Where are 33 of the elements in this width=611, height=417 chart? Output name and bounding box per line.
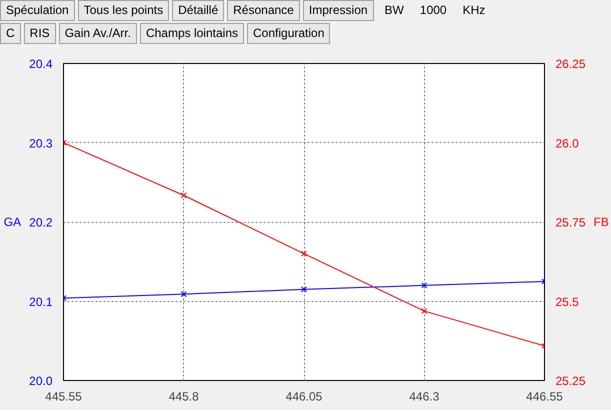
x-tick-label: 445.55 (45, 390, 82, 404)
y2-tick-label: 26.0 (556, 136, 580, 150)
x-tick-label: 446.3 (409, 390, 440, 404)
point (301, 250, 307, 257)
x-tick-label: 445.8 (168, 390, 200, 404)
y-tick-label: 20.4 (29, 57, 53, 71)
y-axis-title: GA (4, 215, 22, 229)
x-tick-label: 446.05 (286, 390, 323, 404)
text: Détaillé (172, 0, 224, 22)
text: Gain Av./Arr. (58, 23, 137, 44)
y-tick-label: 20.2 (29, 216, 53, 230)
text: Résonance (227, 0, 300, 22)
y-tick-label: 20.1 (29, 294, 53, 309)
text: BW (384, 3, 404, 17)
y-tick-label: 20.0 (29, 374, 53, 388)
text: RIS (24, 23, 56, 44)
text: Configuration (247, 23, 330, 44)
text: Tous les points (78, 0, 170, 22)
text: Spéculation (0, 0, 75, 22)
text: Impression (302, 0, 374, 22)
y2-tick-label: 25.75 (556, 216, 586, 230)
point (421, 308, 428, 314)
text: KHz (462, 3, 486, 17)
point (180, 192, 187, 198)
y2-tick-label: 25.25 (556, 374, 586, 388)
y-tick-label: 20.3 (29, 136, 53, 150)
text: 1000 (420, 3, 447, 17)
text: C (0, 23, 21, 44)
y2-tick-label: 26.25 (556, 57, 586, 71)
y2-axis-title: FB (594, 215, 609, 229)
text: Champs lointains (140, 23, 244, 44)
y2-tick-label: 25.5 (556, 294, 580, 309)
x-tick-label: 446.55 (526, 390, 564, 404)
